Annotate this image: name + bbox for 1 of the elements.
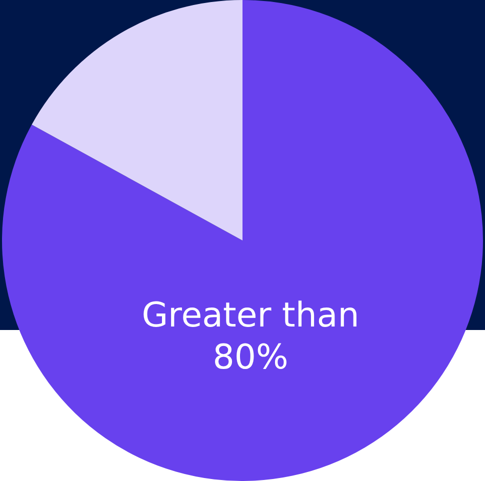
text: Greater than 80% (142, 295, 360, 378)
